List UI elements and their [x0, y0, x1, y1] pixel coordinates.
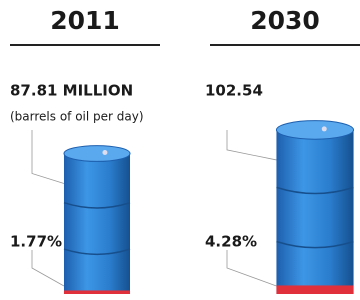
share-label: 1.77%: [10, 233, 62, 251]
leader-line: [32, 250, 64, 286]
unit-label: (barrels of oil per day): [10, 110, 144, 124]
share-label: 4.28%: [205, 233, 257, 251]
share-band: [276, 285, 353, 294]
barrel-cap: [102, 150, 107, 155]
value-label: 87.81 MILLION: [10, 82, 133, 100]
barrel: [64, 154, 130, 294]
barrel-cap: [322, 126, 327, 131]
barrel-top: [276, 121, 353, 140]
infographic: 2011 87.81 MILLION 1.77% 2030 102.54 4.28% (ba…: [0, 0, 360, 300]
value-label: 102.54: [205, 82, 263, 100]
leader-line: [32, 130, 64, 184]
year-label: 2030: [250, 6, 320, 35]
year-label: 2011: [50, 6, 120, 35]
leader-line: [227, 130, 276, 160]
barrel-top: [64, 146, 130, 162]
leader-line: [227, 250, 276, 286]
barrel: [276, 130, 353, 294]
share-band: [64, 290, 130, 294]
